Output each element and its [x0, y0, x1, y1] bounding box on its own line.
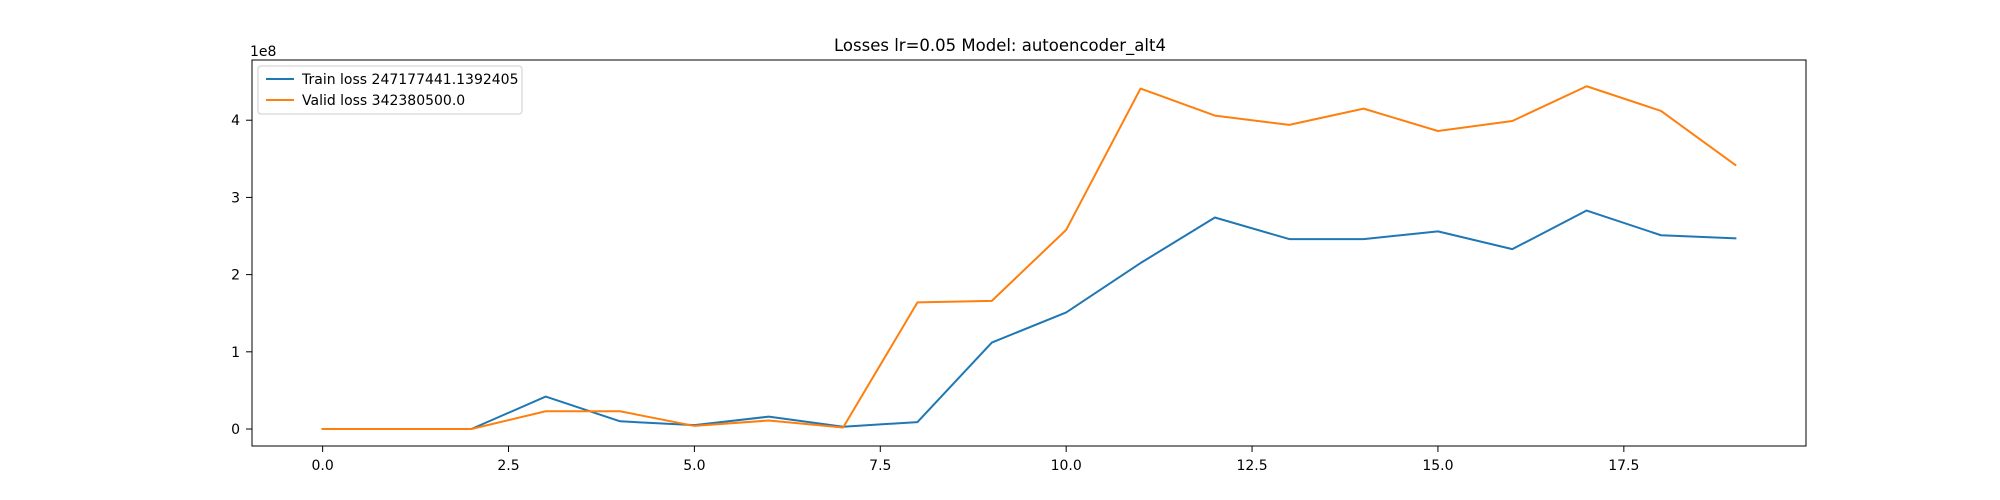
x-tick-label: 0.0	[312, 458, 334, 474]
x-tick-label: 7.5	[869, 458, 891, 474]
chart-title: Losses lr=0.05 Model: autoencoder_alt4	[834, 36, 1166, 56]
legend-label-1: Valid loss 342380500.0	[302, 93, 465, 109]
legend-box	[257, 65, 523, 115]
series-line-1	[321, 85, 1737, 431]
y-tick-label: 3	[231, 190, 240, 206]
plot-frame	[251, 59, 1807, 447]
plot-area: 0.0 2.5 5.0 7.5 10.0 12.5 15.0 17.5 0 1 2 3 4	[231, 59, 1807, 474]
chart-legend: Train loss 247177441.1392405 Valid loss 3…	[257, 65, 523, 115]
x-tick-label: 12.5	[1236, 458, 1267, 474]
series-line-0	[321, 209, 1737, 431]
legend-label-0: Train loss 247177441.1392405	[301, 72, 519, 88]
x-tick-label: 5.0	[683, 458, 705, 474]
y-offset-label: 1e8	[250, 44, 276, 60]
x-tick-label: 2.5	[497, 458, 519, 474]
y-tick-label: 2	[231, 268, 240, 284]
x-tick-label: 10.0	[1051, 458, 1082, 474]
x-tick-label: 17.5	[1608, 458, 1639, 474]
y-tick-label: 1	[231, 345, 240, 361]
x-tick-label: 15.0	[1422, 458, 1453, 474]
y-tick-label: 4	[231, 113, 240, 129]
y-tick-label: 0	[231, 422, 240, 438]
